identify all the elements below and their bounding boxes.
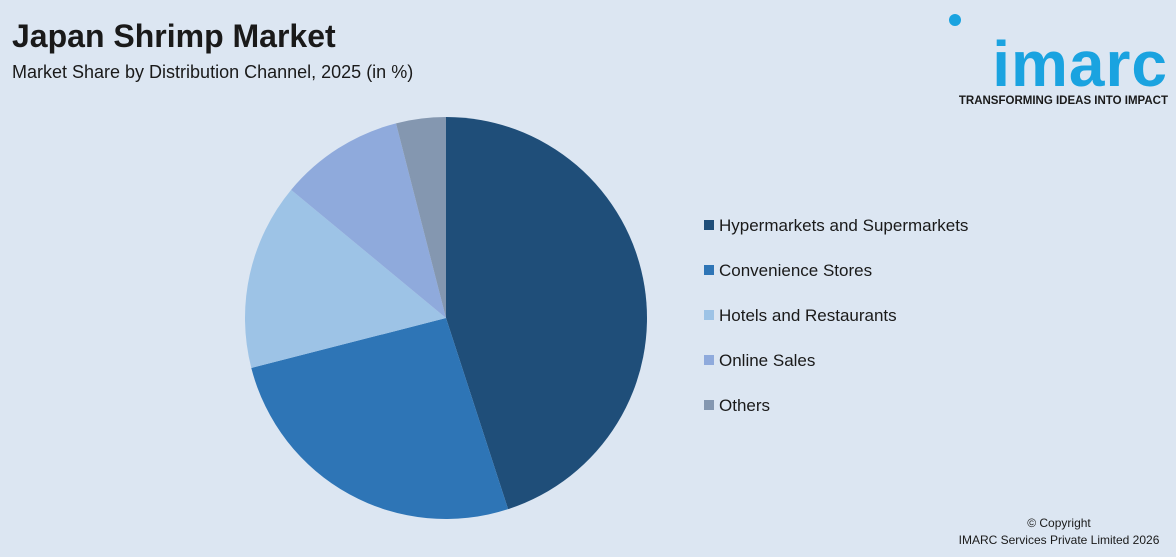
legend-label: Hotels and Restaurants: [719, 306, 897, 325]
chart-title: Japan Shrimp Market: [12, 18, 336, 54]
legend-label: Hypermarkets and Supermarkets: [719, 216, 968, 235]
legend-label: Convenience Stores: [719, 261, 872, 280]
legend-swatch: [704, 310, 714, 320]
legend-label: Online Sales: [719, 351, 815, 370]
logo-dot: [949, 14, 961, 26]
legend-swatch: [704, 265, 714, 275]
legend-label: Others: [719, 396, 770, 415]
pie-slice: [446, 117, 647, 510]
logo-tagline: TRANSFORMING IDEAS INTO IMPACT: [959, 95, 1168, 107]
pie-slice: [396, 117, 446, 318]
copyright-owner: IMARC Services Private Limited 2026: [959, 533, 1160, 547]
copyright: © Copyright: [1027, 516, 1091, 530]
logo-name: imarc: [992, 28, 1168, 100]
legend-swatch: [704, 220, 714, 230]
pie-slice: [251, 318, 509, 519]
chart-subtitle: Market Share by Distribution Channel, 20…: [12, 62, 413, 82]
legend-swatch: [704, 355, 714, 365]
pie-slice: [291, 123, 446, 318]
pie-slice: [244, 189, 446, 368]
legend-swatch: [704, 400, 714, 410]
